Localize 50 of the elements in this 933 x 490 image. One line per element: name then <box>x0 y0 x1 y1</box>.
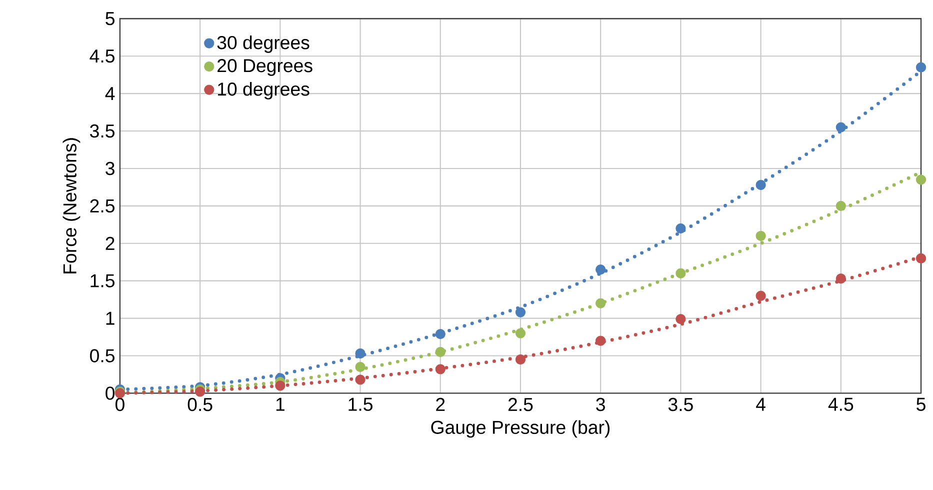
y-tick-label: 5 <box>106 12 114 26</box>
legend-label: 10 degrees <box>218 82 310 100</box>
x-tick-label: 1.5 <box>348 398 372 412</box>
x-tick-label: 1 <box>276 398 284 411</box>
point <box>275 380 286 391</box>
legend-label: 30 degrees <box>217 36 310 53</box>
legend-label: 20 Degrees <box>218 59 312 76</box>
point <box>515 307 526 318</box>
x-tick-label: 2.5 <box>508 398 533 412</box>
y-tick-label: 4 <box>105 87 115 100</box>
y-tick-label: 2.5 <box>90 199 114 213</box>
point <box>596 336 606 346</box>
y-tick-label: 0.5 <box>90 349 114 362</box>
point <box>676 223 686 234</box>
point <box>355 348 366 359</box>
point <box>676 268 686 278</box>
point <box>355 374 366 385</box>
point <box>515 328 526 338</box>
x-tick-label: 5 <box>916 398 926 412</box>
y-tick-label: 1.5 <box>90 274 114 288</box>
point <box>596 298 606 308</box>
x-axis-title: Gauge Pressure (bar) <box>431 420 610 438</box>
x-tick-label: 2 <box>436 398 445 412</box>
point <box>756 180 766 190</box>
y-tick-label: 4.5 <box>90 50 114 63</box>
point <box>836 274 846 284</box>
point <box>756 230 766 242</box>
x-tick-label: 4 <box>756 398 766 411</box>
x-tick-label: 0.5 <box>188 398 212 412</box>
point <box>435 364 446 374</box>
point <box>836 122 846 132</box>
y-tick-label: 3 <box>106 162 114 176</box>
x-tick-label: 0 <box>116 398 124 412</box>
point <box>435 347 446 358</box>
point <box>596 264 606 275</box>
point <box>195 386 206 397</box>
point <box>756 290 766 301</box>
point <box>676 314 686 324</box>
x-tick-label: 3.5 <box>668 398 693 412</box>
point <box>435 329 446 340</box>
y-tick-label: 1 <box>106 312 114 325</box>
point <box>515 354 526 365</box>
y-axis-title: Force (Newtons) <box>62 138 80 274</box>
point <box>836 200 846 212</box>
y-tick-label: 2 <box>106 236 114 250</box>
y-tick-label: 3.5 <box>90 124 114 138</box>
x-tick-label: 3 <box>596 398 605 412</box>
point <box>355 362 366 372</box>
y-tick-label: 0 <box>106 386 115 400</box>
x-tick-label: 4.5 <box>828 398 854 412</box>
